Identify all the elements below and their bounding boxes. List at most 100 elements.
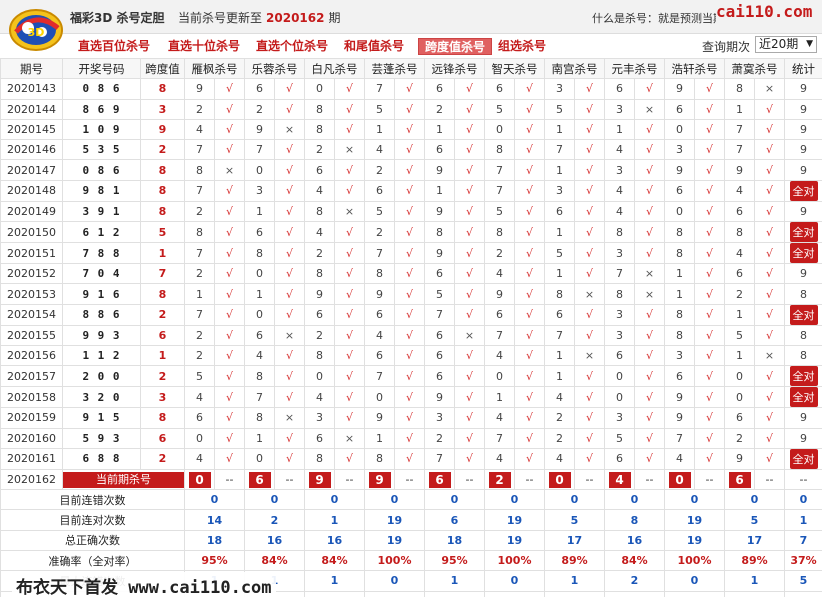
- check-mark-icon: √: [574, 221, 605, 244]
- period-select-value: 近20期: [759, 37, 799, 51]
- kill-value: 1: [544, 263, 575, 285]
- row-period: 2020154: [0, 303, 63, 326]
- kill-value: 0: [604, 386, 635, 409]
- kill-value: 2: [724, 427, 755, 449]
- kill-value: 2: [364, 221, 395, 244]
- tab-4[interactable]: 和尾值杀号: [344, 39, 405, 53]
- kill-value: 7: [184, 242, 215, 265]
- col-expert-3: 白凡杀号: [304, 57, 365, 80]
- stats-value: 8: [604, 590, 665, 597]
- current-kill-cell: 0: [184, 468, 215, 491]
- current-kill-value: 2: [488, 471, 511, 488]
- kill-value: 7: [424, 303, 455, 326]
- check-mark-icon: √: [694, 118, 725, 141]
- tab-5[interactable]: 跨度值杀号: [418, 38, 493, 55]
- row-stat-cell: 全对: [784, 221, 822, 244]
- kill-value: 7: [184, 139, 215, 161]
- kill-value: 6: [604, 447, 635, 470]
- what-is-kill-link[interactable]: 什么是杀号：就是预测当期不会出现的号码: [592, 12, 716, 25]
- check-mark-icon: √: [394, 200, 425, 223]
- kill-value: 6: [664, 179, 695, 202]
- kill-value: 8: [664, 303, 695, 326]
- kill-value: 5: [484, 98, 515, 120]
- kill-value: 6: [244, 221, 275, 244]
- check-mark-icon: √: [514, 386, 545, 409]
- row-stat: 9: [784, 159, 822, 181]
- kill-value: 8: [244, 407, 275, 429]
- check-mark-icon: √: [754, 283, 785, 305]
- kill-value: 0: [664, 118, 695, 141]
- row-code: 2 0 0: [62, 365, 141, 388]
- stats-value: 16: [604, 529, 665, 552]
- row-span: 8: [140, 407, 185, 429]
- kill-value: 9: [724, 447, 755, 470]
- kill-value: 1: [244, 200, 275, 223]
- kill-value: 6: [724, 407, 755, 429]
- kill-value: 6: [424, 78, 455, 100]
- row-span: 1: [140, 344, 185, 367]
- row-code: 9 1 5: [62, 407, 141, 429]
- kill-value: 3: [664, 344, 695, 367]
- check-mark-icon: √: [514, 447, 545, 470]
- check-mark-icon: √: [514, 139, 545, 161]
- cross-mark-icon: ×: [634, 263, 665, 285]
- stats-label: 总正确次数: [0, 529, 185, 552]
- check-mark-icon: √: [334, 365, 365, 388]
- check-mark-icon: √: [514, 221, 545, 244]
- check-mark-icon: √: [694, 283, 725, 305]
- check-mark-icon: √: [574, 263, 605, 285]
- tab-2[interactable]: 直选十位杀号: [168, 39, 241, 53]
- row-period: 2020155: [0, 324, 63, 346]
- table-row: 2020151 7 8 8 1 7 √ 8 √ 2 √ 7 √ 9 √ 2 √ 5 √ 3 √ 8 √ 4 √ 全对: [0, 242, 822, 265]
- kill-value: 2: [244, 98, 275, 120]
- dropdown-arrow-icon: ▼: [806, 39, 813, 49]
- row-code: 6 1 2: [62, 221, 141, 244]
- check-mark-icon: √: [394, 365, 425, 388]
- kill-value: 9: [184, 78, 215, 100]
- kill-value: 5: [604, 427, 635, 449]
- check-mark-icon: √: [334, 303, 365, 326]
- kill-value: 2: [424, 98, 455, 120]
- stats-value: 100%: [664, 550, 725, 572]
- update-info: 当前杀号更新至 2020162 期: [178, 9, 340, 26]
- check-mark-icon: √: [694, 98, 725, 120]
- kill-value: 2: [484, 242, 515, 265]
- check-mark-icon: √: [634, 386, 665, 409]
- kill-value: 8: [304, 118, 335, 141]
- kill-value: 1: [724, 98, 755, 120]
- current-kill-button[interactable]: 当前期杀号: [63, 471, 184, 488]
- tab-1[interactable]: 直选百位杀号: [78, 39, 151, 53]
- check-mark-icon: √: [694, 179, 725, 202]
- check-mark-icon: √: [694, 365, 725, 388]
- tab-3[interactable]: 直选个位杀号: [256, 39, 329, 53]
- kill-value: 8: [304, 200, 335, 223]
- row-period: 2020159: [0, 407, 63, 429]
- table-row: 2020143 0 8 6 8 9 √ 6 √ 0 √ 7 √ 6 √ 6 √ 3 √ 6 √ 9 √ 8 × 9: [0, 78, 822, 100]
- check-mark-icon: √: [694, 78, 725, 100]
- kill-value: 7: [184, 179, 215, 202]
- period-select[interactable]: 近20期 ▼: [755, 36, 817, 53]
- tab-6[interactable]: 组选杀号: [498, 39, 547, 53]
- check-mark-icon: √: [454, 200, 485, 223]
- row-span: 2: [140, 447, 185, 470]
- current-dash: --: [574, 468, 605, 491]
- kill-value: 2: [304, 139, 335, 161]
- stats-value: 19: [664, 590, 725, 597]
- kill-value: 6: [724, 200, 755, 223]
- kill-value: 1: [484, 386, 515, 409]
- kill-value: 5: [544, 98, 575, 120]
- stats-total: 1: [784, 509, 822, 531]
- check-mark-icon: √: [694, 200, 725, 223]
- kill-value: 4: [544, 447, 575, 470]
- row-code: 5 9 3: [62, 427, 141, 449]
- kill-value: 9: [664, 386, 695, 409]
- kill-value: 3: [544, 78, 575, 100]
- kill-value: 1: [664, 283, 695, 305]
- kill-value: 6: [544, 200, 575, 223]
- stats-value: 0: [424, 489, 485, 511]
- check-mark-icon: √: [454, 303, 485, 326]
- check-mark-icon: √: [214, 200, 245, 223]
- check-mark-icon: √: [274, 98, 305, 120]
- cross-mark-icon: ×: [274, 118, 305, 141]
